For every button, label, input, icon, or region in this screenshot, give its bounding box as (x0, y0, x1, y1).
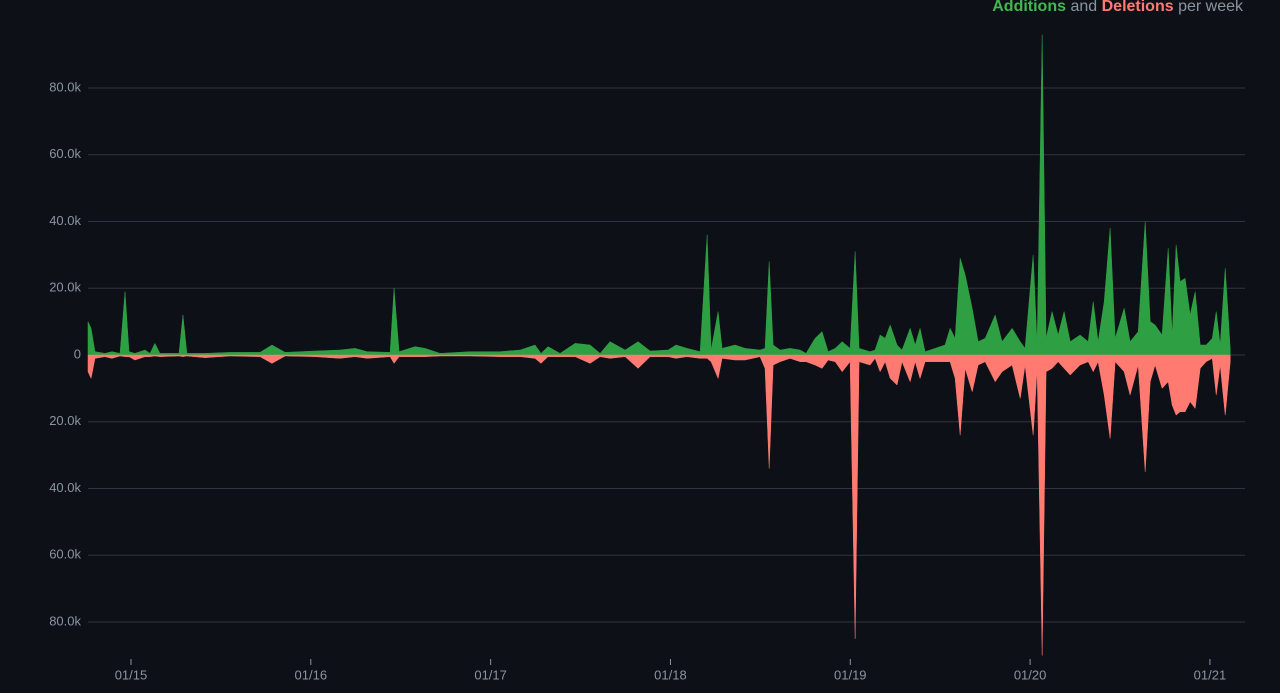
legend-entry: Deletions (1102, 0, 1174, 15)
legend-entry: Additions (992, 0, 1066, 15)
y-tick-label: 20.0k (49, 413, 81, 428)
legend-text: and (1070, 0, 1097, 15)
x-tick-label: 01/20 (1014, 667, 1047, 682)
x-tick-label: 01/15 (115, 667, 148, 682)
area (87, 34, 1231, 356)
y-tick-label: 0 (74, 346, 81, 361)
x-tick-label: 01/21 (1194, 667, 1227, 682)
y-tick-label: 80.0k (49, 613, 81, 628)
y-tick-label: 60.0k (49, 146, 81, 161)
y-tick-label: 40.0k (49, 480, 81, 495)
y-tick-label: 40.0k (49, 213, 81, 228)
x-tick-label: 01/17 (474, 667, 507, 682)
x-tick-label: 01/18 (654, 667, 687, 682)
y-tick-label: 20.0k (49, 280, 81, 295)
legend: Additions and Deletions per week (992, 0, 1244, 15)
x-tick-label: 01/16 (295, 667, 328, 682)
legend-text: per week (1178, 0, 1244, 15)
area (87, 354, 1231, 656)
x-tick-label: 01/19 (834, 667, 867, 682)
y-tick-label: 80.0k (49, 79, 81, 94)
y-tick-label: 60.0k (49, 547, 81, 562)
